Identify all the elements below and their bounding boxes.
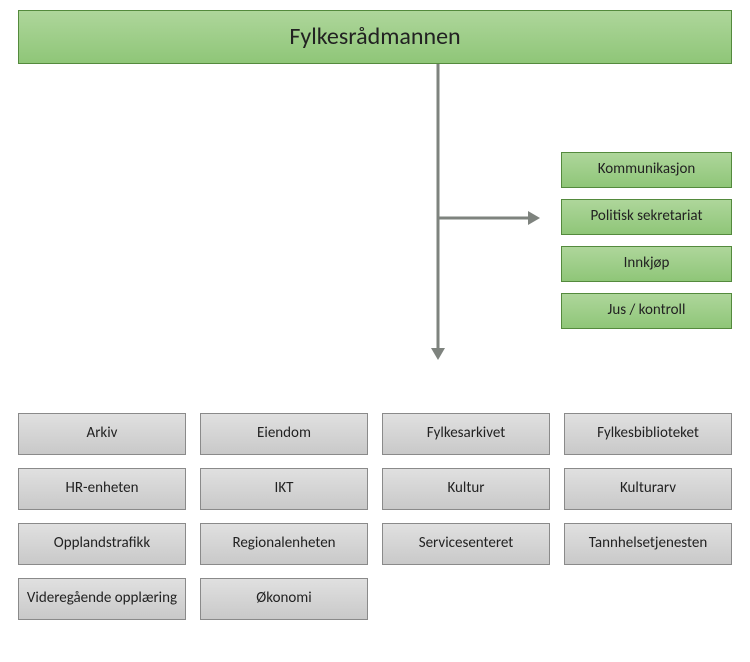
unit-box: Arkiv bbox=[18, 413, 186, 455]
unit-box: Tannhelsetjenesten bbox=[564, 523, 732, 565]
unit-label: Fylkesarkivet bbox=[427, 425, 506, 442]
unit-box: Økonomi bbox=[200, 578, 368, 620]
unit-label: Økonomi bbox=[256, 590, 311, 607]
unit-box: Videregående opplæring bbox=[18, 578, 186, 620]
unit-box: Kultur bbox=[382, 468, 550, 510]
unit-label: IKT bbox=[275, 480, 294, 497]
unit-label: Arkiv bbox=[87, 425, 118, 442]
unit-label: Regionalenheten bbox=[232, 535, 335, 552]
unit-box: Kulturarv bbox=[564, 468, 732, 510]
unit-box: Servicesenteret bbox=[382, 523, 550, 565]
unit-box: Eiendom bbox=[200, 413, 368, 455]
unit-label: Tannhelsetjenesten bbox=[589, 535, 707, 552]
staff-label: Innkjøp bbox=[624, 255, 670, 272]
staff-box-politisk-sekretariat: Politisk sekretariat bbox=[561, 199, 732, 235]
unit-box: Fylkesarkivet bbox=[382, 413, 550, 455]
unit-label: Eiendom bbox=[257, 425, 311, 442]
root-box: Fylkesrådmannen bbox=[18, 10, 732, 64]
root-label: Fylkesrådmannen bbox=[289, 23, 460, 51]
staff-label: Jus / kontroll bbox=[608, 302, 686, 319]
unit-label: Kultur bbox=[447, 480, 484, 497]
staff-label: Politisk sekretariat bbox=[590, 208, 702, 225]
unit-box: Regionalenheten bbox=[200, 523, 368, 565]
unit-label: Videregående opplæring bbox=[27, 590, 177, 607]
staff-box-innkjop: Innkjøp bbox=[561, 246, 732, 282]
staff-box-jus-kontroll: Jus / kontroll bbox=[561, 293, 732, 329]
unit-label: Servicesenteret bbox=[419, 535, 514, 552]
unit-label: Fylkesbiblioteket bbox=[597, 425, 699, 442]
unit-label: HR-enheten bbox=[66, 480, 139, 497]
unit-box: HR-enheten bbox=[18, 468, 186, 510]
unit-box: Fylkesbiblioteket bbox=[564, 413, 732, 455]
staff-box-kommunikasjon: Kommunikasjon bbox=[561, 152, 732, 188]
unit-box: Opplandstrafikk bbox=[18, 523, 186, 565]
staff-label: Kommunikasjon bbox=[598, 161, 696, 178]
unit-label: Kulturarv bbox=[620, 480, 676, 497]
unit-box: IKT bbox=[200, 468, 368, 510]
unit-label: Opplandstrafikk bbox=[54, 535, 150, 552]
